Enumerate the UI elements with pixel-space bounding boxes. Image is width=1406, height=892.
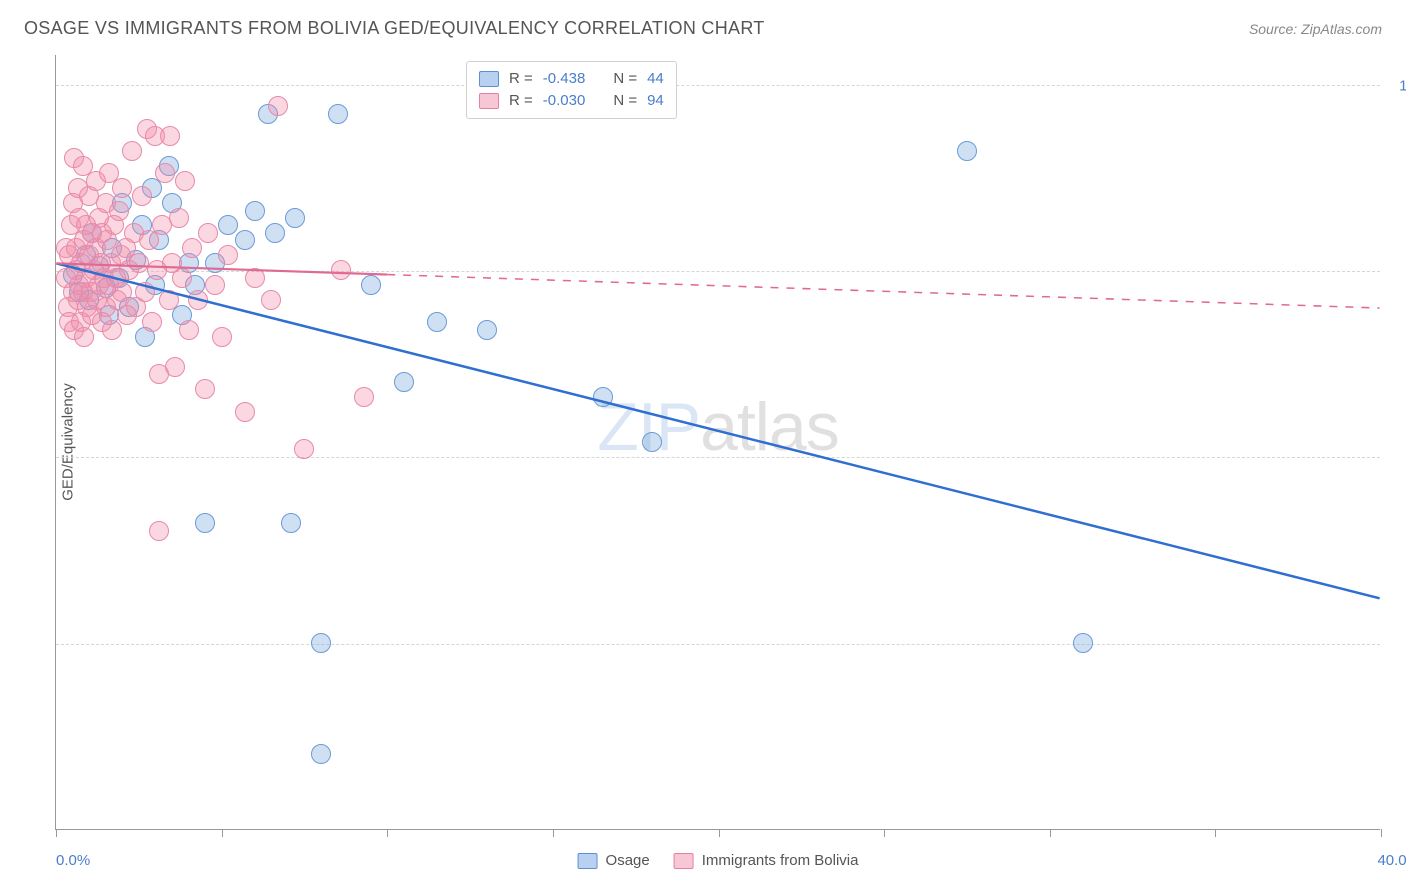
- correlation-legend: R = -0.438 N = 44 R = -0.030 N = 94: [466, 61, 677, 119]
- y-tick-label: 75.0%: [1390, 450, 1406, 467]
- scatter-point: [281, 513, 301, 533]
- x-tick: [884, 829, 885, 837]
- series-legend: Osage Immigrants from Bolivia: [578, 852, 859, 869]
- scatter-point: [218, 245, 238, 265]
- scatter-point: [122, 141, 142, 161]
- x-axis-min-label: 0.0%: [56, 852, 90, 869]
- scatter-point: [135, 282, 155, 302]
- scatter-points-layer: [56, 55, 1380, 829]
- scatter-point: [265, 223, 285, 243]
- y-tick-label: 87.5%: [1390, 264, 1406, 281]
- header: OSAGE VS IMMIGRANTS FROM BOLIVIA GED/EQU…: [0, 0, 1406, 49]
- r-value-osage: -0.438: [543, 68, 586, 90]
- scatter-point: [1073, 633, 1093, 653]
- x-tick: [387, 829, 388, 837]
- scatter-point: [195, 513, 215, 533]
- scatter-point: [132, 186, 152, 206]
- scatter-point: [198, 223, 218, 243]
- scatter-point: [957, 141, 977, 161]
- x-axis-max-label: 40.0%: [1377, 852, 1406, 869]
- scatter-point: [245, 268, 265, 288]
- scatter-point: [268, 96, 288, 116]
- scatter-point: [149, 521, 169, 541]
- scatter-point: [331, 260, 351, 280]
- r-value-bolivia: -0.030: [543, 90, 586, 112]
- swatch-bolivia: [479, 93, 499, 109]
- legend-item-bolivia: Immigrants from Bolivia: [674, 852, 859, 869]
- scatter-point: [102, 320, 122, 340]
- legend-item-osage: Osage: [578, 852, 650, 869]
- x-tick: [553, 829, 554, 837]
- scatter-point: [328, 104, 348, 124]
- x-tick: [719, 829, 720, 837]
- scatter-point: [195, 379, 215, 399]
- x-tick: [1381, 829, 1382, 837]
- swatch-osage-icon: [578, 853, 598, 869]
- scatter-point: [188, 290, 208, 310]
- scatter-point: [155, 163, 175, 183]
- source-attribution: Source: ZipAtlas.com: [1249, 21, 1382, 37]
- y-tick-label: 100.0%: [1390, 77, 1406, 94]
- r-label: R =: [509, 68, 533, 90]
- x-tick: [56, 829, 57, 837]
- scatter-point: [394, 372, 414, 392]
- scatter-point: [354, 387, 374, 407]
- scatter-point: [294, 439, 314, 459]
- chart-title: OSAGE VS IMMIGRANTS FROM BOLIVIA GED/EQU…: [24, 18, 765, 39]
- scatter-point: [285, 208, 305, 228]
- n-label: N =: [613, 68, 637, 90]
- scatter-point: [165, 357, 185, 377]
- legend-row-osage: R = -0.438 N = 44: [479, 68, 664, 90]
- legend-label-osage: Osage: [606, 852, 650, 869]
- scatter-point: [261, 290, 281, 310]
- scatter-point: [159, 290, 179, 310]
- scatter-point: [642, 432, 662, 452]
- scatter-point: [109, 201, 129, 221]
- x-tick: [222, 829, 223, 837]
- chart-area: GED/Equivalency ZIPatlas 62.5%75.0%87.5%…: [55, 55, 1380, 830]
- scatter-point: [205, 275, 225, 295]
- scatter-point: [112, 178, 132, 198]
- scatter-point: [169, 208, 189, 228]
- legend-label-bolivia: Immigrants from Bolivia: [702, 852, 859, 869]
- scatter-point: [311, 744, 331, 764]
- legend-row-bolivia: R = -0.030 N = 94: [479, 90, 664, 112]
- n-label: N =: [613, 90, 637, 112]
- n-value-osage: 44: [647, 68, 664, 90]
- x-tick: [1050, 829, 1051, 837]
- y-tick-label: 62.5%: [1390, 636, 1406, 653]
- swatch-osage: [479, 71, 499, 87]
- scatter-point: [142, 312, 162, 332]
- scatter-point: [212, 327, 232, 347]
- scatter-point: [245, 201, 265, 221]
- scatter-point: [235, 230, 255, 250]
- scatter-point: [129, 253, 149, 273]
- scatter-point: [182, 238, 202, 258]
- scatter-point: [235, 402, 255, 422]
- scatter-point: [218, 215, 238, 235]
- scatter-point: [477, 320, 497, 340]
- scatter-point: [179, 320, 199, 340]
- scatter-point: [175, 171, 195, 191]
- n-value-bolivia: 94: [647, 90, 664, 112]
- scatter-point: [427, 312, 447, 332]
- scatter-point: [74, 327, 94, 347]
- scatter-point: [311, 633, 331, 653]
- scatter-point: [160, 126, 180, 146]
- r-label: R =: [509, 90, 533, 112]
- scatter-point: [361, 275, 381, 295]
- scatter-point: [172, 268, 192, 288]
- scatter-point: [593, 387, 613, 407]
- x-tick: [1215, 829, 1216, 837]
- swatch-bolivia-icon: [674, 853, 694, 869]
